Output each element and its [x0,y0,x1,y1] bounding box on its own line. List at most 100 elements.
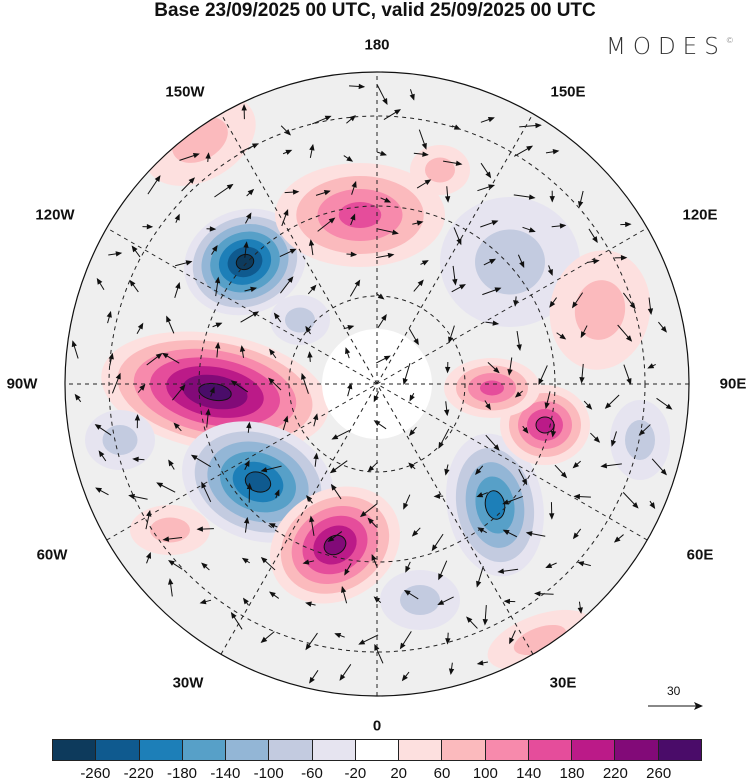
wind-arrow [399,631,412,650]
wind-arrow [98,450,107,462]
wind-arrow [214,341,221,358]
wind-arrow [74,393,82,403]
wind-arrow [345,347,351,359]
wind-arrow [409,393,415,402]
wind-arrow [547,265,553,276]
wind-arrow [554,464,568,479]
wind-arrow [329,460,348,474]
wind-arrow [244,286,258,292]
wind-arrow [525,531,546,537]
wind-arrow [484,400,491,411]
colorbar-swatch [226,740,270,760]
colorbar-swatch [139,740,183,760]
wind-arrow [647,363,656,369]
wind-arrow [577,190,584,208]
wind-arrow [174,213,180,223]
wind-arrow [315,190,331,196]
wind-arrow [331,429,350,440]
wind-arrow [346,115,356,124]
wind-arrow [497,568,519,574]
wind-arrow [205,408,211,428]
wind-arrow [651,458,667,476]
wind-arrow [279,276,294,294]
wind-arrow [230,380,249,393]
wind-arrow [545,149,560,155]
wind-arrow [507,357,513,376]
wind-arrow [108,251,123,257]
graticule [65,72,689,696]
wind-arrow [269,591,280,599]
wind-arrow [444,186,451,203]
wind-arrow [502,495,523,505]
wind-arrow [131,245,141,258]
colorbar-swatch [658,740,701,760]
wind-arrow [128,493,148,500]
wind-arrow [146,353,163,366]
wind-arrow [623,364,632,385]
wind-arrow [583,400,593,410]
wind-arrow [142,224,154,230]
wind-arrow [480,162,492,179]
wind-arrow [242,597,249,606]
wind-arrow [545,562,557,568]
wind-arrow [408,328,419,346]
wind-arrow [437,596,454,605]
colorbar-swatch [53,740,97,760]
wind-arrow [513,194,536,200]
positive-anomaly [410,145,470,195]
wind-arrow [405,561,411,573]
wind-arrow [106,310,112,324]
wind-arrow [438,560,448,581]
wind-arrow [579,363,585,384]
colorbar-tick: -180 [166,765,198,782]
wind-arrow [383,109,402,121]
colorbar-tick: -20 [344,765,367,782]
lon-label-90w: 90W [6,375,38,393]
wind-arrow [620,221,632,228]
wind-arrow [580,325,588,339]
wind-arrow [281,208,289,227]
wind-arrow [380,197,392,203]
wind-arrow [309,670,319,684]
wind-arrow [282,149,293,155]
wind-arrow [268,377,282,391]
wind-arrow [476,660,489,666]
wind-arrow [482,287,502,296]
wind-arrow [482,604,489,626]
positive-anomaly [549,250,651,370]
colorbar-tick: -260 [80,765,111,782]
map-boundary [64,71,690,697]
wind-arrow [307,284,317,295]
wind-arrow [480,116,495,123]
wind-arrow [243,516,250,533]
wind-arrow [409,426,417,437]
wind-arrow [339,664,352,681]
wind-arrow [308,239,315,256]
wind-arrow [349,279,361,297]
meridian-line [106,227,648,541]
wind-arrow [137,384,146,393]
wind-arrow [614,255,628,261]
wind-arrow [550,424,557,438]
wind-arrow [94,424,112,436]
wind-arrow [375,252,395,259]
wind-arrow [175,260,193,267]
wind-arrow [376,84,388,105]
wind-arrow [403,494,411,510]
wind-arrow [513,145,534,157]
wind-arrow [168,560,183,570]
wind-arrow [571,292,584,309]
wind-arrow [96,277,105,290]
wind-arrow [349,83,366,90]
wind-arrow [269,348,277,359]
colorbar-swatch [355,740,400,760]
wind-arrow [522,226,536,233]
wind-arrow [327,531,343,542]
wind-arrow [246,482,253,503]
wind-arrow [343,155,354,162]
wind-arrow [168,459,175,470]
colorbar-swatch [312,740,356,760]
wind-arrow [572,460,581,469]
wind-arrow [610,431,617,447]
wind-arrow [403,589,419,600]
